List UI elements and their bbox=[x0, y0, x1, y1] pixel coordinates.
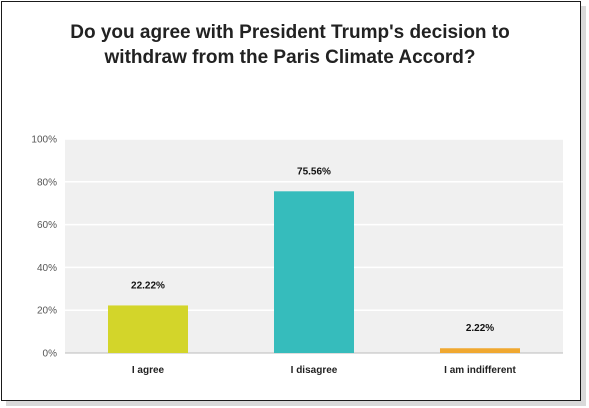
x-axis-categories: I agree I disagree I am indifferent bbox=[132, 365, 517, 376]
y-tick-label: 20% bbox=[37, 306, 57, 317]
x-category-label: I am indifferent bbox=[444, 365, 516, 376]
bar bbox=[440, 348, 520, 353]
bar bbox=[108, 305, 188, 353]
data-label: 22.22% bbox=[131, 280, 165, 291]
y-tick-label: 60% bbox=[37, 220, 57, 231]
y-tick-label: 80% bbox=[37, 177, 57, 188]
data-label: 2.22% bbox=[466, 323, 494, 334]
data-label: 75.56% bbox=[297, 166, 331, 177]
data-labels: 22.22% 75.56% 2.22% bbox=[131, 166, 494, 334]
x-category-label: I disagree bbox=[291, 365, 338, 376]
bar bbox=[274, 191, 354, 353]
y-tick-label: 100% bbox=[31, 135, 57, 146]
y-axis-ticks: 0% 20% 40% 60% 80% 100% bbox=[31, 135, 57, 360]
y-tick-label: 0% bbox=[43, 349, 58, 360]
y-tick-label: 40% bbox=[37, 263, 57, 274]
bars bbox=[108, 191, 520, 353]
chart-title: Do you agree with President Trump's deci… bbox=[70, 22, 510, 68]
x-category-label: I agree bbox=[132, 365, 165, 376]
